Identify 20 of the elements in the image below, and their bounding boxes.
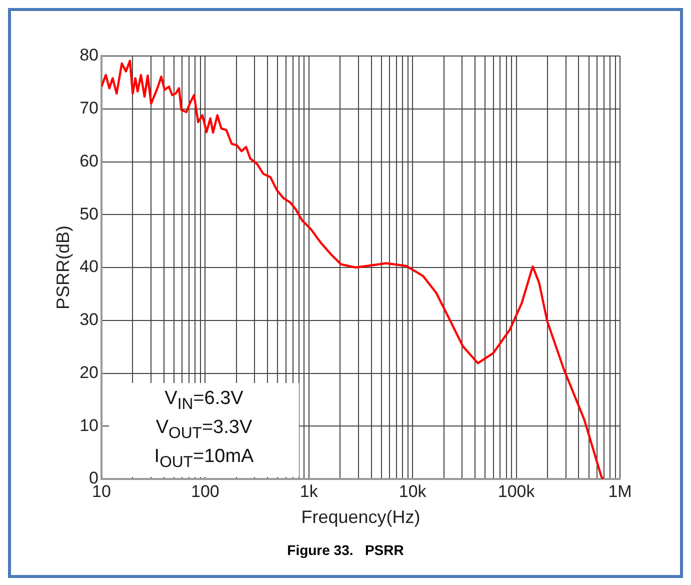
annotation: I$_{OUT}$=10mA [153,444,255,472]
y-tick-label: 30 [80,310,99,330]
x-axis-title: Frequency(Hz) [301,507,420,528]
x-tick-label: 100k [498,482,536,501]
y-tick-label: 50 [80,204,99,224]
x-tick-label: 10k [398,482,427,501]
y-tick-label: 40 [80,257,99,276]
x-tick-label: 1k [300,482,318,501]
y-tick-label: 20 [80,362,99,382]
annotation: V$_{IN}$=6.3V [164,387,244,415]
y-tick-label: 10 [80,416,99,435]
note-box: V$_{IN}$=6.3V V$_{OUT}$=3.3V I$_{OUT}$=10mA [109,383,299,478]
y-tick-label: 80 [80,46,99,65]
y-axis-title: PSRR(dB) [52,225,73,310]
y-tick-label: 70 [80,98,99,118]
text: Figure 33. PSRR [286,542,405,558]
x-tick-label: 1M [608,482,632,501]
y-tick-label: 60 [80,151,99,170]
x-tick-label: 100 [191,482,220,501]
annotation: V$_{OUT}$=3.3V [154,416,254,444]
